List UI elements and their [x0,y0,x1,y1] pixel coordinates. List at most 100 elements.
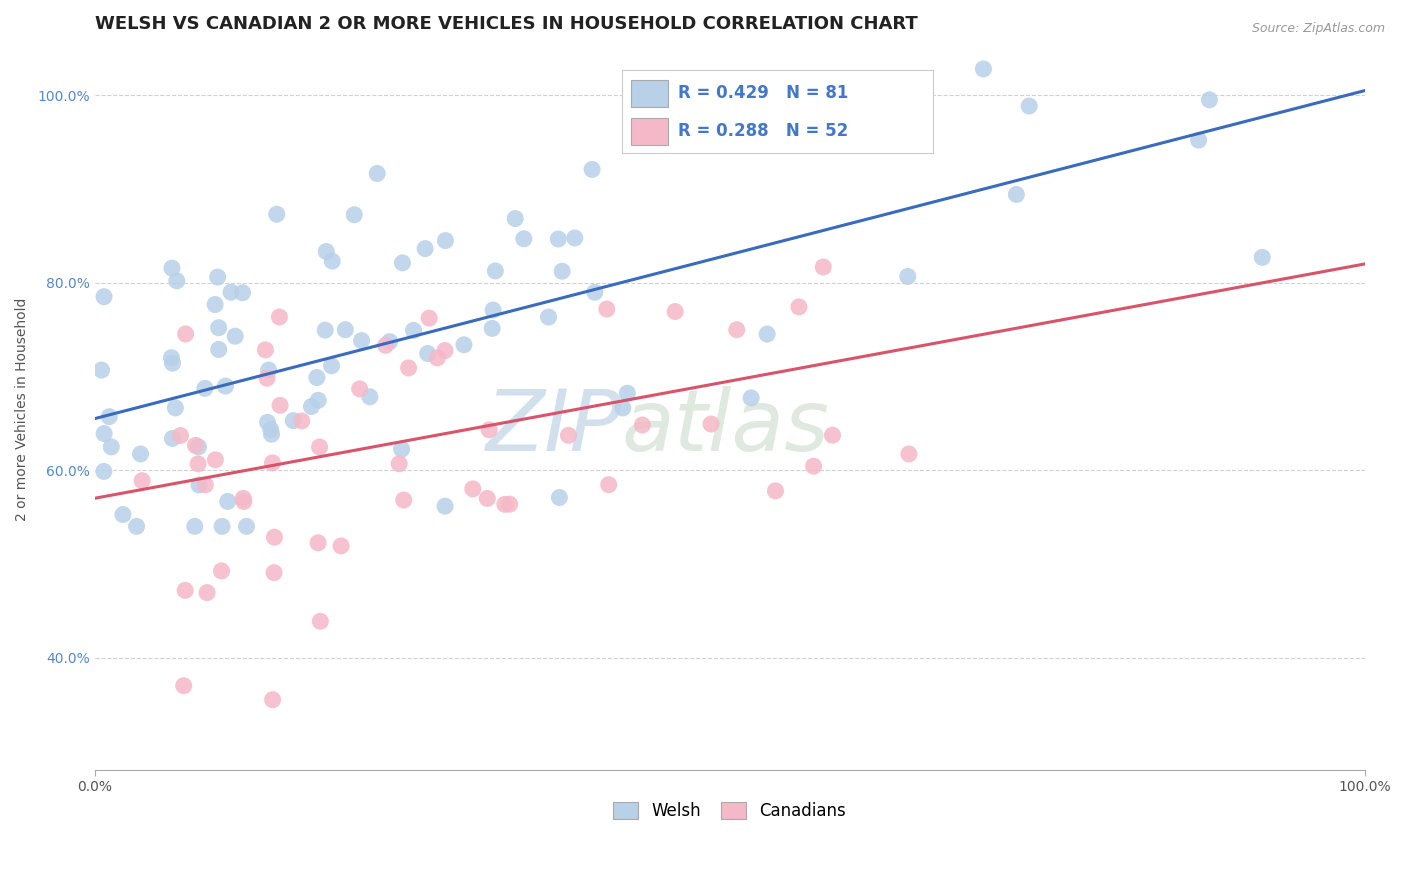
Point [596,301,619,316]
Point [98,409,121,424]
Point [434,234,457,248]
Point [453,338,475,352]
Point [551,264,574,278]
Point [700,417,723,431]
Point [260,427,283,442]
Point [631,417,654,432]
Point [547,232,569,246]
Point [1005,187,1028,202]
Point [231,285,253,300]
Point [208,320,231,334]
Y-axis label: 2 or more Vehicles in Household: 2 or more Vehicles in Household [15,298,30,521]
Point [392,493,415,508]
Point [1251,251,1274,265]
Point [398,360,420,375]
Point [557,428,579,442]
Point [93,426,115,441]
Point [162,432,184,446]
Point [787,300,810,314]
Point [482,303,505,318]
Point [537,310,560,324]
Point [494,497,516,511]
Point [211,564,233,578]
Point [269,398,291,412]
Point [583,285,606,300]
Point [321,359,343,373]
Point [498,497,520,511]
Point [391,256,413,270]
Point [359,390,381,404]
Text: atlas: atlas [621,385,830,469]
Point [350,334,373,348]
Point [93,464,115,478]
Point [477,491,499,506]
Point [413,242,436,256]
Point [391,442,413,457]
Point [160,261,183,276]
Point [194,478,217,492]
Point [366,166,388,180]
Point [616,386,638,401]
Point [169,428,191,442]
Point [548,491,571,505]
Point [214,379,236,393]
Point [111,508,134,522]
Point [269,310,291,324]
Point [321,254,343,268]
Point [165,401,187,415]
Point [335,323,357,337]
Point [307,536,329,550]
Point [129,447,152,461]
Point [725,323,748,337]
Point [402,323,425,337]
Point [434,499,457,513]
Text: Source: ZipAtlas.com: Source: ZipAtlas.com [1251,22,1385,36]
Point [484,264,506,278]
Point [235,519,257,533]
Point [513,232,536,246]
Point [378,334,401,349]
Point [416,346,439,360]
Point [204,452,226,467]
Point [260,423,283,437]
Point [461,482,484,496]
Point [700,122,723,136]
Point [187,457,209,471]
Point [765,483,787,498]
Point [283,414,305,428]
Point [314,323,336,337]
Point [388,457,411,471]
Point [301,400,323,414]
Point [174,326,197,341]
Point [166,274,188,288]
Point [173,679,195,693]
Point [1198,93,1220,107]
Point [184,519,207,533]
Point [308,440,330,454]
Point [612,401,634,415]
Point [481,321,503,335]
Point [581,162,603,177]
Point [256,371,278,385]
Point [1188,133,1211,147]
Point [330,539,353,553]
Point [664,304,686,318]
Point [187,440,209,454]
Point [897,447,920,461]
Point [503,211,526,226]
Point [897,269,920,284]
Point [208,343,231,357]
Point [564,231,586,245]
Point [598,477,620,491]
Legend: Welsh, Canadians: Welsh, Canadians [606,795,853,827]
Point [266,207,288,221]
Point [418,311,440,326]
Text: ZIP: ZIP [485,385,621,469]
Point [262,692,284,706]
Point [291,414,314,428]
Point [803,459,825,474]
Point [305,370,328,384]
Point [93,290,115,304]
Point [207,270,229,285]
Point [374,338,396,352]
